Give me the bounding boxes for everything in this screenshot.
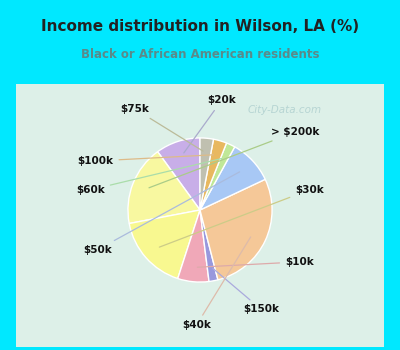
Text: $150k: $150k: [213, 268, 279, 314]
Text: $30k: $30k: [159, 185, 324, 247]
Text: City-Data.com: City-Data.com: [248, 105, 322, 115]
Wedge shape: [158, 138, 200, 210]
Wedge shape: [178, 210, 209, 282]
Text: Black or African American residents: Black or African American residents: [81, 48, 319, 61]
Text: $100k: $100k: [78, 155, 213, 166]
Wedge shape: [128, 152, 200, 224]
Text: $20k: $20k: [184, 96, 236, 153]
Wedge shape: [200, 179, 272, 280]
Text: $60k: $60k: [76, 159, 222, 195]
Text: $40k: $40k: [182, 237, 251, 330]
Text: $50k: $50k: [83, 172, 240, 255]
Text: > $200k: > $200k: [149, 127, 319, 188]
Wedge shape: [200, 210, 218, 281]
Text: $75k: $75k: [121, 104, 203, 151]
Wedge shape: [200, 138, 214, 210]
Wedge shape: [200, 139, 226, 210]
Wedge shape: [200, 143, 235, 210]
Wedge shape: [129, 210, 200, 279]
Text: $10k: $10k: [197, 257, 314, 267]
Wedge shape: [200, 147, 265, 210]
Text: Income distribution in Wilson, LA (%): Income distribution in Wilson, LA (%): [41, 19, 359, 34]
